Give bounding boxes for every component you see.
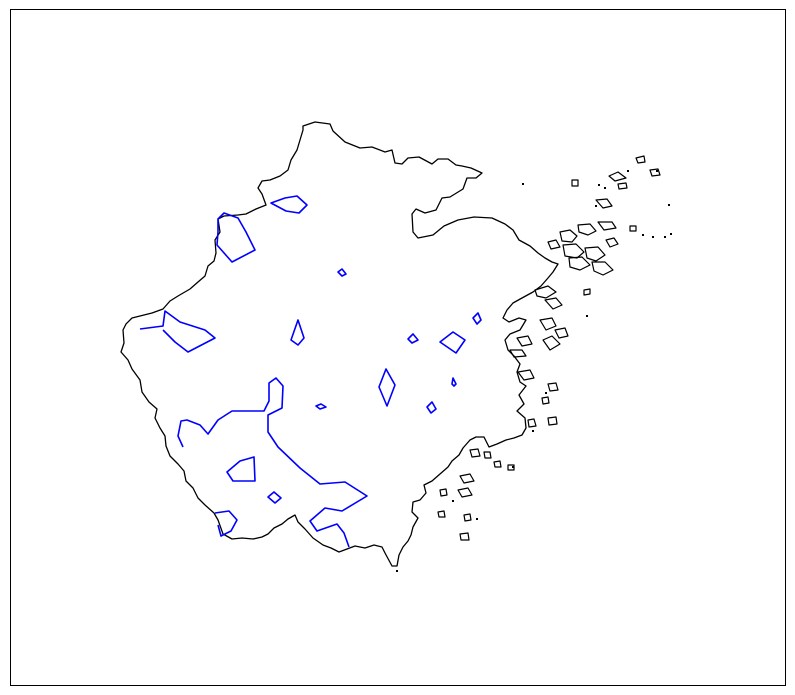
contour-line xyxy=(214,510,238,537)
island xyxy=(527,418,537,428)
island xyxy=(469,448,481,458)
island xyxy=(542,335,561,351)
island xyxy=(516,335,533,347)
island xyxy=(562,243,585,259)
island xyxy=(459,532,470,541)
islet xyxy=(396,570,398,572)
islet xyxy=(668,204,670,206)
contour-line xyxy=(267,491,282,504)
island xyxy=(608,171,627,182)
contour-line xyxy=(378,368,396,407)
island xyxy=(597,221,617,231)
islet xyxy=(586,315,588,317)
island xyxy=(517,369,535,381)
island xyxy=(539,317,557,331)
islet xyxy=(452,500,454,502)
islet xyxy=(532,430,534,432)
island xyxy=(629,225,637,232)
island xyxy=(635,155,646,164)
island xyxy=(649,168,661,177)
contour-line xyxy=(451,377,457,387)
contour-line xyxy=(439,331,466,354)
islet xyxy=(670,233,672,235)
islet-dots xyxy=(396,170,672,572)
island xyxy=(595,198,613,209)
contour-line xyxy=(337,268,347,277)
contour-line xyxy=(407,333,419,344)
islet xyxy=(476,518,478,520)
islet xyxy=(595,205,597,207)
map-frame xyxy=(10,9,786,686)
contour-line xyxy=(290,319,305,346)
islet xyxy=(642,234,644,236)
island xyxy=(577,223,597,236)
islet xyxy=(512,466,514,468)
province-boundary xyxy=(120,121,559,567)
island xyxy=(437,510,446,518)
contour-line xyxy=(270,195,308,214)
island xyxy=(509,349,527,358)
islet xyxy=(627,170,629,172)
island xyxy=(547,382,559,392)
contour-line xyxy=(216,212,256,263)
island xyxy=(544,297,563,310)
contour-line xyxy=(226,456,256,482)
island xyxy=(617,182,628,190)
island xyxy=(554,327,569,339)
island xyxy=(493,460,502,468)
island xyxy=(459,473,475,484)
island xyxy=(534,285,557,299)
island xyxy=(547,239,561,250)
island xyxy=(584,246,606,262)
contour-line xyxy=(177,377,368,548)
islet xyxy=(656,170,658,172)
island xyxy=(541,396,550,405)
islet xyxy=(664,236,666,238)
island xyxy=(507,464,515,471)
island xyxy=(483,451,492,459)
islet xyxy=(652,236,654,238)
islet xyxy=(522,183,524,185)
islet xyxy=(598,184,600,186)
island xyxy=(463,513,472,522)
island xyxy=(605,237,619,248)
island xyxy=(568,256,591,271)
islet xyxy=(604,187,606,189)
coastal-islands xyxy=(437,155,661,541)
island xyxy=(457,487,473,498)
island xyxy=(547,416,558,426)
contour-line xyxy=(139,310,216,353)
contour-line xyxy=(472,312,482,325)
island xyxy=(439,488,448,497)
island xyxy=(571,179,579,187)
islet xyxy=(545,392,547,394)
island xyxy=(559,229,578,243)
island xyxy=(583,288,591,296)
island xyxy=(591,261,614,276)
contour-lines xyxy=(139,195,482,548)
contour-line xyxy=(426,401,437,414)
contour-line xyxy=(315,403,327,410)
